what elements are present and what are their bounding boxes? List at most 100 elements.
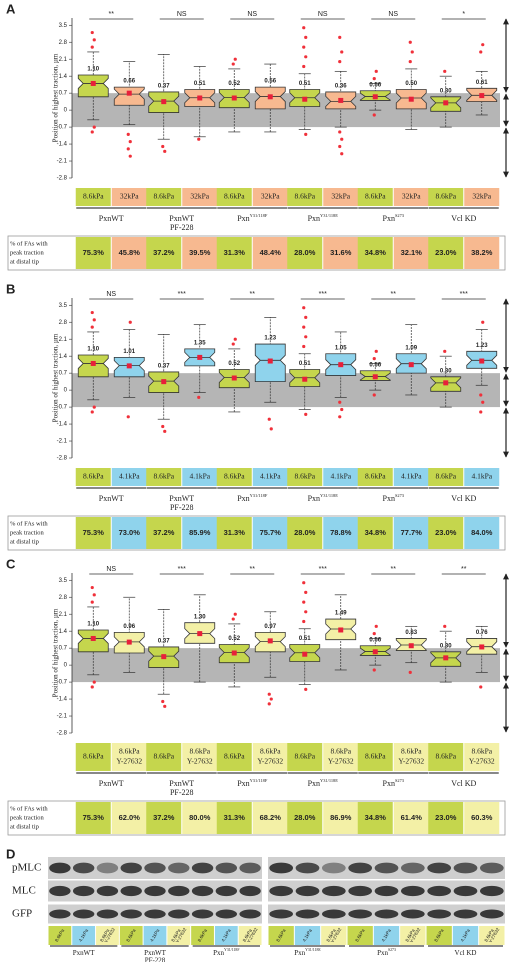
mean xyxy=(197,355,202,360)
group-label: PxnY31/118E xyxy=(308,213,339,223)
median-label: 0.37 xyxy=(158,84,170,90)
significance: *** xyxy=(178,566,186,573)
outlier xyxy=(302,620,305,623)
table-value: 75.7% xyxy=(260,528,282,537)
outlier xyxy=(197,138,200,141)
blot-band xyxy=(375,886,399,896)
median-label: 1.10 xyxy=(87,67,99,73)
mean xyxy=(443,655,448,660)
mean xyxy=(409,362,414,367)
outlier xyxy=(304,591,307,594)
blot-band xyxy=(49,886,70,896)
median-label: 1.35 xyxy=(194,340,206,346)
group-label: PxnWT xyxy=(99,214,124,223)
group-label: PxnS273 xyxy=(377,948,396,957)
outlier xyxy=(163,705,166,708)
group-superscript: Y31/118F xyxy=(224,948,239,952)
y-tick-label: 3.5 xyxy=(59,23,68,29)
condition-label: 8.6kPa xyxy=(83,472,104,481)
group-name: Pxn xyxy=(213,949,224,957)
outlier xyxy=(197,396,200,399)
blot-band xyxy=(480,863,504,874)
outlier xyxy=(232,617,235,620)
significance: *** xyxy=(319,566,327,573)
median-label: 0.56 xyxy=(369,82,381,88)
group-label-line2: PF-228 xyxy=(170,503,194,512)
mean xyxy=(338,362,343,367)
group-label: PxnWT xyxy=(73,949,96,957)
condition-label: 8.6kPa xyxy=(365,472,386,481)
outlier xyxy=(270,697,273,700)
outlier xyxy=(409,41,412,44)
median-label: 1.49 xyxy=(335,611,347,617)
group-label: PxnWT xyxy=(99,779,124,788)
group-superscript: S273 xyxy=(388,948,396,952)
y-tick-label: 0.7 xyxy=(59,646,68,652)
blot-band xyxy=(269,863,293,874)
group-label: PxnWT xyxy=(99,494,124,503)
outlier xyxy=(443,350,446,353)
blot-band xyxy=(168,886,189,896)
outlier xyxy=(375,625,378,628)
condition-label: 8.6kPa xyxy=(83,192,104,201)
outlier xyxy=(302,600,305,603)
panel-letter: A xyxy=(6,1,16,16)
table-value: 28.0% xyxy=(294,528,316,537)
condition-label: 32kPa xyxy=(402,192,421,201)
outlier xyxy=(373,77,376,80)
outlier xyxy=(340,152,343,155)
condition-label: 8.6kPa xyxy=(119,747,140,756)
table-value: 62.0% xyxy=(119,813,141,822)
table-value: 32.1% xyxy=(401,248,423,257)
blot-band xyxy=(348,910,372,919)
box xyxy=(114,87,144,105)
blot-band xyxy=(144,910,165,919)
group-superscript: Y31/118F xyxy=(250,493,268,498)
condition-label: Y-27632 xyxy=(398,757,424,766)
group-label: PxnY31/118E xyxy=(308,778,339,788)
panel-letter: C xyxy=(6,556,16,571)
condition-label: Y-27632 xyxy=(328,757,354,766)
blot-band xyxy=(73,910,94,919)
blot-band xyxy=(144,863,165,874)
table-value: 34.8% xyxy=(365,528,387,537)
table-header: at distal tip xyxy=(10,258,39,265)
blot-band xyxy=(216,863,237,874)
outlier xyxy=(129,140,132,143)
table-value: 60.3% xyxy=(471,813,493,822)
outlier xyxy=(304,610,307,613)
mean xyxy=(232,376,237,381)
outlier xyxy=(373,113,376,116)
median-label: 0.83 xyxy=(405,630,417,636)
outlier xyxy=(127,415,130,418)
table-value: 77.7% xyxy=(401,528,423,537)
group-name: Pxn xyxy=(237,214,249,223)
outlier xyxy=(91,45,94,48)
table-value: 31.3% xyxy=(224,528,246,537)
outlier xyxy=(93,680,96,683)
table-value: 75.3% xyxy=(83,528,105,537)
group-name: Pxn xyxy=(377,949,388,957)
significance: ** xyxy=(391,291,397,298)
condition-label: 8.6kPa xyxy=(153,192,174,201)
table-value: 80.0% xyxy=(189,813,211,822)
blot-band xyxy=(348,886,372,896)
mean xyxy=(91,361,96,366)
outlier xyxy=(161,145,164,148)
blot-band xyxy=(375,863,399,874)
median-label: 0.51 xyxy=(194,81,206,87)
outlier xyxy=(234,613,237,616)
blot-band xyxy=(454,863,478,874)
blot-band xyxy=(239,910,260,919)
table-value: 75.3% xyxy=(83,248,105,257)
table-value: 23.0% xyxy=(435,813,457,822)
median-label: 0.97 xyxy=(264,624,276,630)
condition-label: 8.6kPa xyxy=(435,752,456,761)
outlier xyxy=(409,671,412,674)
condition-label: 4.1kPa xyxy=(330,472,351,481)
blot-band xyxy=(296,910,320,919)
blot-band xyxy=(296,863,320,874)
y-tick-label: 2.1 xyxy=(59,57,68,63)
mean xyxy=(197,96,202,101)
outlier xyxy=(93,125,96,128)
